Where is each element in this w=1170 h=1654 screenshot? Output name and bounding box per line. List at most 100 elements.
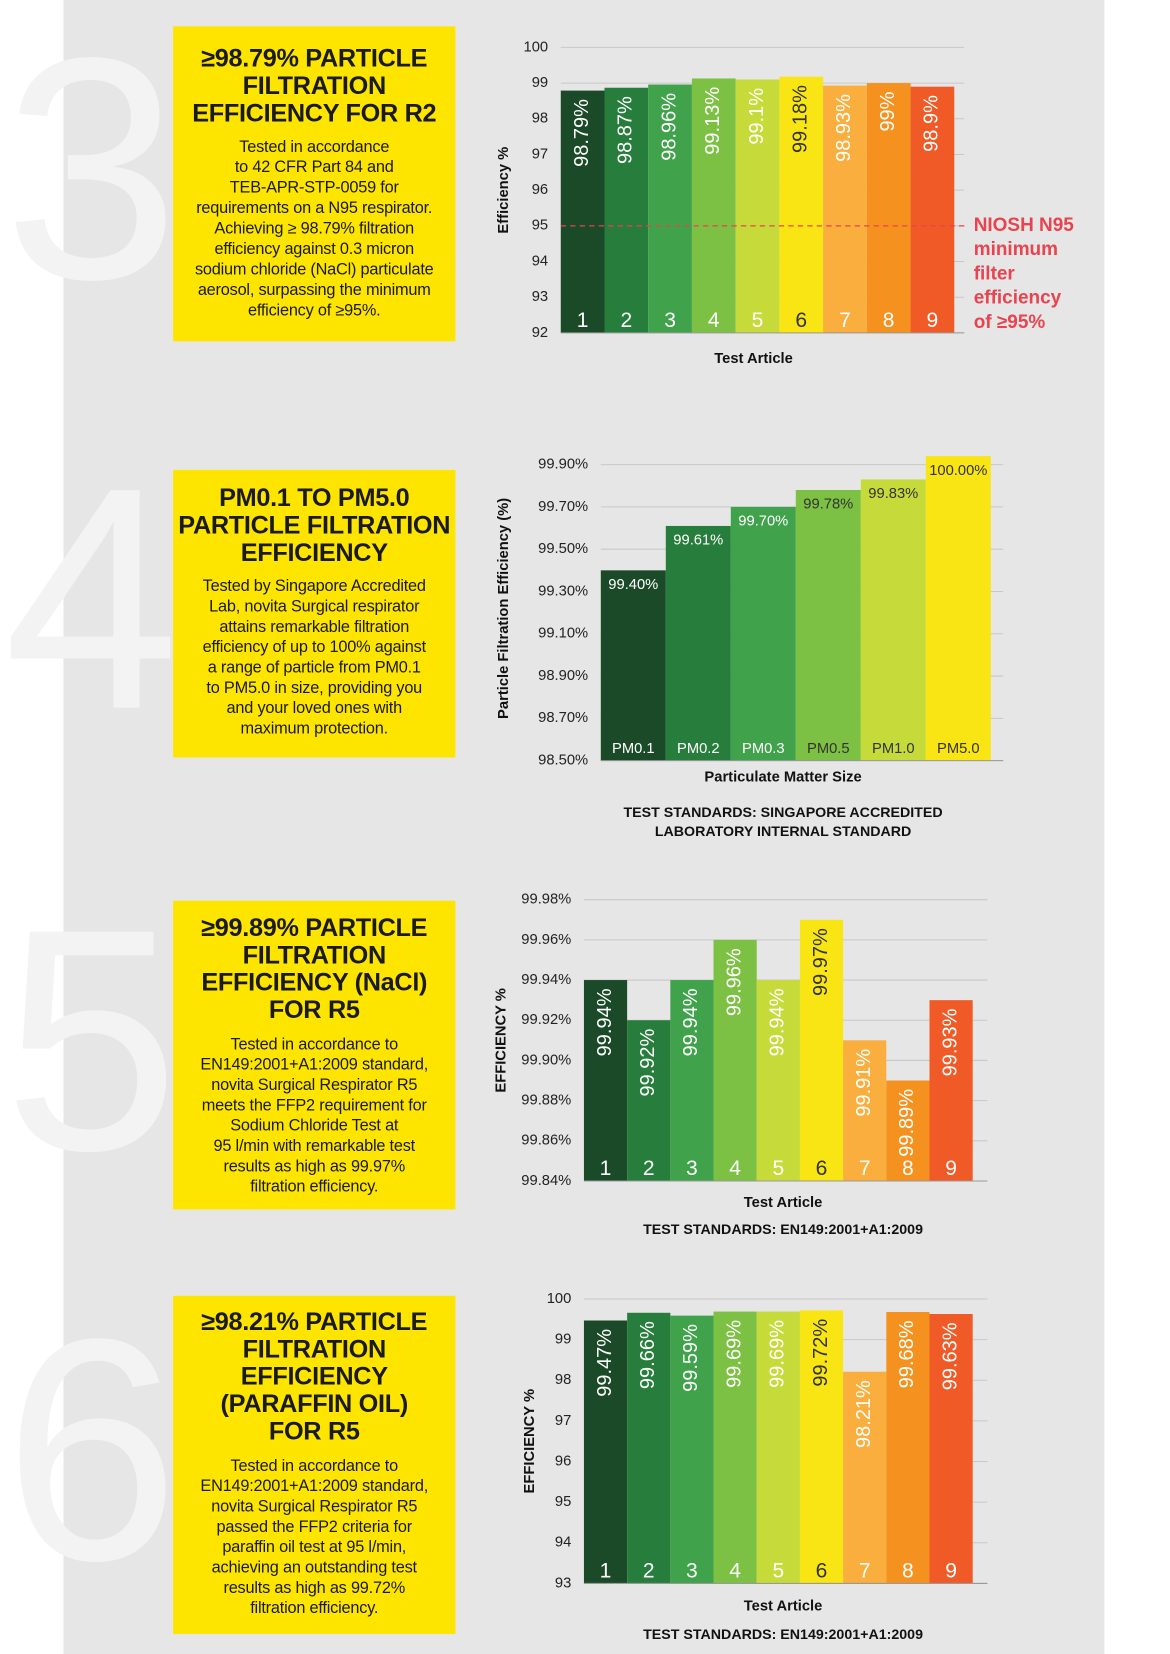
y-tick-label: 98.90% — [538, 668, 588, 684]
panel-body: to 42 CFR Part 84 and — [235, 158, 394, 176]
y-tick-label: 97 — [532, 146, 548, 162]
bar — [648, 84, 692, 333]
panel-title: EFFICIENCY (NaCl) — [201, 969, 427, 997]
y-tick-label: 99.94% — [521, 972, 571, 988]
value-label: 99.18% — [790, 85, 812, 153]
bar — [779, 76, 824, 333]
bar — [799, 919, 844, 1181]
value-label: 99.92% — [637, 1028, 659, 1096]
panel-body: efficiency of up to 100% against — [203, 638, 427, 656]
y-tick-label: 98 — [555, 1372, 571, 1388]
category-label: 9 — [945, 1559, 957, 1582]
y-tick-label: 99 — [532, 75, 548, 91]
bars — [560, 76, 955, 333]
bar — [866, 83, 911, 333]
category-label: 9 — [945, 1157, 957, 1180]
bar — [843, 1040, 887, 1181]
x-axis-title: Particulate Matter Size — [704, 769, 861, 785]
category-label: PM0.2 — [677, 741, 720, 757]
panel-body: attains remarkable filtration — [219, 618, 409, 636]
category-label: 3 — [686, 1157, 698, 1180]
panel-body: maximum protection. — [241, 719, 388, 737]
value-label: 99.94% — [680, 988, 702, 1056]
bar — [925, 456, 991, 761]
category-label: PM5.0 — [937, 741, 980, 757]
value-label: 99.47% — [594, 1329, 616, 1397]
bar — [843, 1371, 887, 1584]
bar — [756, 980, 800, 1181]
value-label: 99.97% — [810, 928, 832, 996]
panel-body: results as high as 99.72% — [223, 1579, 405, 1597]
panel-box — [173, 469, 456, 758]
panel-title: FILTRATION — [243, 72, 386, 100]
panel-body: aerosol, surpassing the minimum — [198, 281, 431, 299]
y-tick-label: 98.70% — [538, 710, 588, 726]
value-label: 99.40% — [608, 577, 658, 593]
y-tick-label: 95 — [532, 218, 548, 234]
category-label: 2 — [620, 309, 632, 332]
y-tick-label: 98 — [532, 111, 548, 127]
chart: 9394959697989910099.47%199.66%299.59%399… — [522, 1291, 988, 1643]
x-axis-title: Test Article — [744, 1195, 823, 1211]
test-standard-note: TEST STANDARDS: EN149:2001+A1:2009 — [643, 1627, 923, 1643]
panel-body: and your loved ones with — [227, 699, 403, 717]
value-label: 99.72% — [810, 1319, 832, 1387]
y-tick-label: 96 — [532, 182, 548, 198]
value-label: 98.87% — [615, 96, 637, 164]
panel-body: meets the FFP2 requirement for — [202, 1096, 428, 1114]
value-label: 99.13% — [702, 87, 724, 155]
section-number: 4 — [4, 422, 180, 775]
y-tick-label: 100 — [524, 39, 549, 55]
y-axis-title: EFFICIENCY % — [494, 988, 510, 1093]
category-label: PM0.3 — [742, 741, 785, 757]
bar — [929, 1314, 973, 1584]
value-label: 98.9% — [921, 95, 943, 152]
category-label: 3 — [664, 309, 676, 332]
category-label: 5 — [772, 1559, 784, 1582]
reference-label: filter — [974, 263, 1016, 284]
category-label: 9 — [927, 309, 939, 332]
bar — [860, 479, 926, 761]
category-label: 6 — [816, 1157, 828, 1180]
value-label: 100.00% — [929, 463, 987, 479]
panel-title: EFFICIENCY — [241, 539, 389, 567]
bar — [886, 1311, 930, 1584]
category-label: 2 — [643, 1559, 655, 1582]
bar — [583, 1320, 628, 1584]
bars — [583, 919, 973, 1181]
value-label: 99.70% — [738, 514, 788, 530]
bars — [583, 1310, 973, 1584]
panel-title: PARTICLE FILTRATION — [178, 511, 450, 539]
value-label: 99.61% — [673, 533, 723, 549]
panel-box — [173, 1295, 456, 1634]
panel-body: efficiency against 0.3 micron — [215, 240, 415, 258]
category-label: 4 — [708, 309, 720, 332]
category-label: PM0.1 — [612, 741, 655, 757]
panel-title: PM0.1 TO PM5.0 — [219, 484, 410, 512]
value-label: 98.96% — [658, 93, 680, 161]
panel-body: EN149:2001+A1:2009 standard, — [200, 1056, 428, 1074]
bar — [799, 1310, 844, 1584]
value-label: 99.68% — [896, 1320, 918, 1388]
y-tick-label: 99.96% — [521, 932, 571, 948]
panel-body: filtration efficiency. — [250, 1599, 378, 1617]
category-label: 1 — [600, 1157, 612, 1180]
chart: 98.50% 98.70% 98.90% 99.10% 99.30% 99.50% 99.7… — [496, 456, 1004, 840]
bar — [823, 85, 867, 333]
panel-body: efficiency of ≥95%. — [248, 301, 381, 319]
panel-body: to PM5.0 in size, providing you — [206, 679, 422, 697]
panel-body: filtration efficiency. — [250, 1178, 378, 1196]
value-label: 98.93% — [833, 94, 855, 162]
panel-body: 95 l/min with remarkable test — [213, 1137, 415, 1155]
y-tick-label: 99.90% — [521, 1052, 571, 1068]
bar — [627, 1020, 671, 1181]
value-label: 99.93% — [939, 1008, 961, 1076]
value-label: 99% — [877, 91, 899, 131]
category-label: 8 — [883, 309, 895, 332]
y-tick-label: 99 — [555, 1331, 571, 1347]
y-tick-label: 98.50% — [538, 753, 588, 769]
test-standard-note: TEST STANDARDS: SINGAPORE ACCREDITED — [623, 805, 942, 821]
panel-box — [173, 900, 456, 1210]
panel-body: results as high as 99.97% — [223, 1157, 405, 1175]
y-tick-label: 93 — [555, 1575, 571, 1591]
